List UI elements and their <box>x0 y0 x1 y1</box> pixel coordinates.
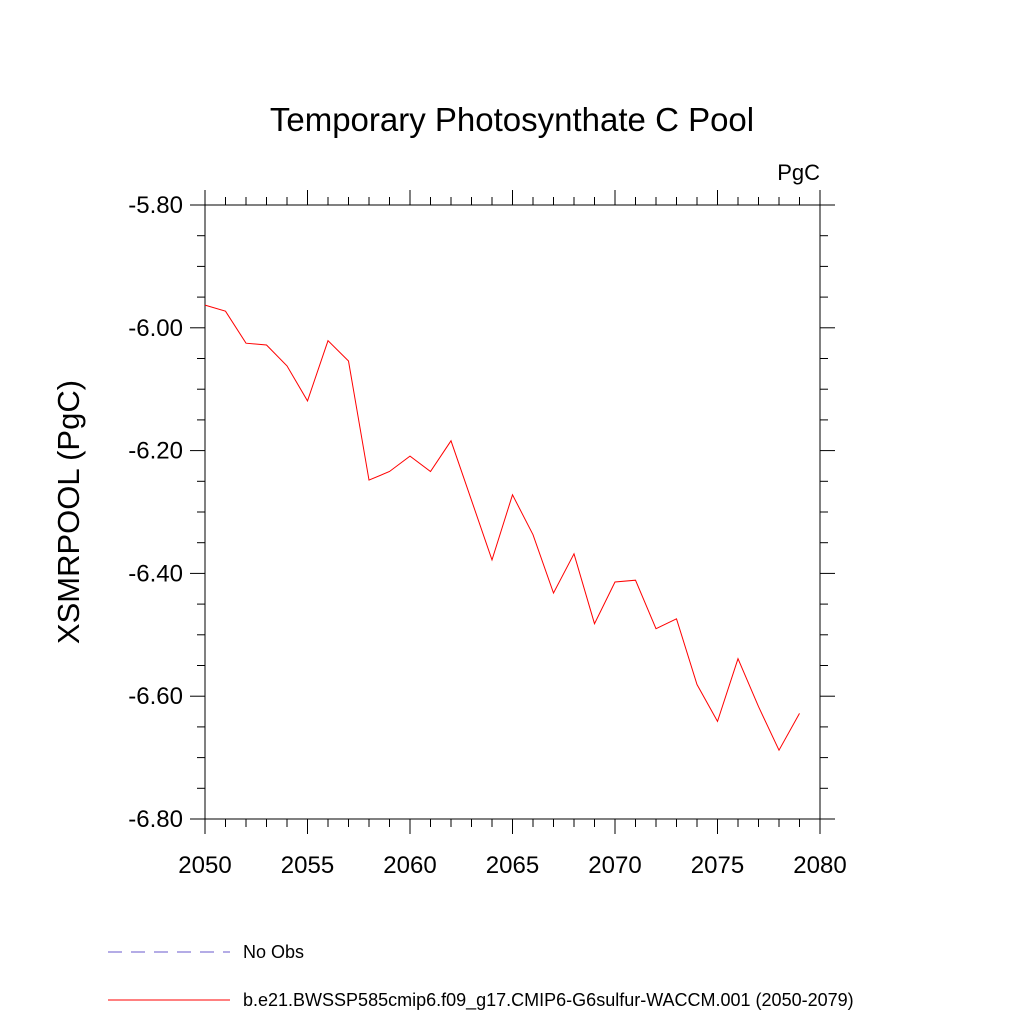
x-tick-label: 2055 <box>281 852 334 879</box>
legend-label: No Obs <box>243 942 304 962</box>
y-tick-label: -6.60 <box>128 683 183 710</box>
legend: No Obs b.e21.BWSSP585cmip6.f09_g17.CMIP6-… <box>108 942 854 1011</box>
x-tick-label: 2080 <box>793 852 846 879</box>
y-axis-label: XSMRPOOL (PgC) <box>51 380 86 644</box>
plot-frame <box>204 204 821 820</box>
x-tick-label: 2050 <box>178 852 231 879</box>
series-layer <box>204 304 800 752</box>
units-label: PgC <box>777 160 820 185</box>
y-tick-label: -5.80 <box>128 192 183 219</box>
chart-title: Temporary Photosynthate C Pool <box>270 101 754 138</box>
x-tick-label: 2060 <box>383 852 436 879</box>
legend-label: b.e21.BWSSP585cmip6.f09_g17.CMIP6-G6sulf… <box>243 990 854 1011</box>
x-tick-label: 2075 <box>691 852 744 879</box>
x-tick-label: 2070 <box>588 852 641 879</box>
series-line <box>204 304 800 752</box>
x-tick-label: 2065 <box>486 852 539 879</box>
y-tick-label: -6.00 <box>128 315 183 342</box>
y-tick-label: -6.80 <box>128 806 183 833</box>
y-tick-label: -6.40 <box>128 560 183 587</box>
axes: 2050 2055 2060 2065 2070 2075 2080 -5.80 -6.00 -6… <box>128 190 847 879</box>
y-tick-label: -6.20 <box>128 438 183 465</box>
